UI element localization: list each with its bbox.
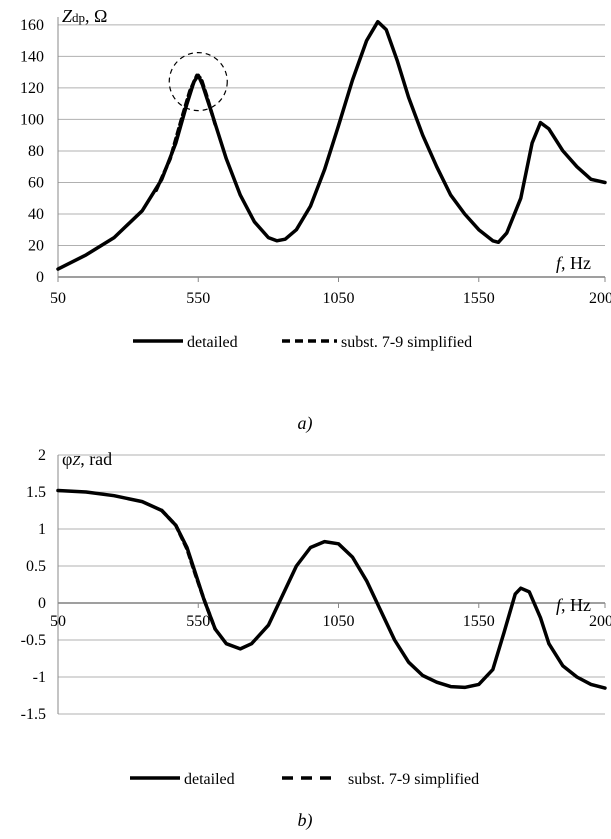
y-tick-label: 1 xyxy=(38,521,46,538)
chart-b-gridlines xyxy=(57,454,606,715)
y-tick-label: 1.5 xyxy=(26,484,46,501)
chart-a-x-axis-title: f, Hz xyxy=(556,253,591,273)
y-tick-label: -1 xyxy=(33,669,46,686)
y-tick-label: 20 xyxy=(28,237,44,254)
y-tick-label: 120 xyxy=(20,80,44,97)
y-tick-label: -1.5 xyxy=(21,706,46,723)
y-tick-label: 60 xyxy=(28,174,44,191)
series-detailed-line xyxy=(56,19,607,271)
y-tick-label: 160 xyxy=(20,17,44,34)
y-tick-label: 0 xyxy=(36,269,44,286)
chart-b-legend: detailed subst. 7-9 simplified xyxy=(130,771,479,788)
x-tick-label: 550 xyxy=(186,290,210,307)
chart-b-series xyxy=(56,488,607,690)
chart-a-legend: detailed subst. 7-9 simplified xyxy=(133,334,472,351)
y-tick-label: 0.5 xyxy=(26,558,46,575)
chart-a-y-axis-title: Zdp, Ω xyxy=(62,6,107,26)
y-tick-label: 0 xyxy=(38,595,46,612)
chart-b-legend-simplified-label: subst. 7-9 simplified xyxy=(348,771,479,788)
chart-a-series xyxy=(56,19,607,271)
y-tick-label: 80 xyxy=(28,143,44,160)
chart-a-y-tick-labels: 0 20 40 60 80 100 120 140 160 xyxy=(20,17,44,286)
series-simplified-line xyxy=(160,508,217,631)
y-tick-label: 100 xyxy=(20,111,44,128)
chart-a-legend-detailed-label: detailed xyxy=(187,334,238,351)
chart-b-y-tick-labels: 2 1.5 1 0.5 0 -0.5 -1 -1.5 xyxy=(21,447,46,723)
chart-b-legend-detailed-label: detailed xyxy=(184,771,235,788)
x-tick-label: 1050 xyxy=(323,290,355,307)
y-tick-label: 2 xyxy=(38,447,46,464)
chart-a-caption: a) xyxy=(298,413,313,434)
x-tick-label: 550 xyxy=(186,613,210,630)
series-simplified-line xyxy=(154,73,217,193)
chart-b-caption: b) xyxy=(298,810,313,831)
y-tick-label: 40 xyxy=(28,206,44,223)
chart-b-x-axis-title: f, Hz xyxy=(556,595,591,615)
chart-a-legend-simplified-label: subst. 7-9 simplified xyxy=(341,334,472,351)
y-tick-label: -0.5 xyxy=(21,632,46,649)
x-tick-label: 1050 xyxy=(323,613,355,630)
x-tick-label: 50 xyxy=(50,290,66,307)
x-tick-label: 1550 xyxy=(463,290,495,307)
x-tick-label: 50 xyxy=(50,613,66,630)
series-detailed-line xyxy=(56,488,607,690)
chart-a-annotation-circle xyxy=(168,52,228,112)
x-tick-label: 1550 xyxy=(463,613,495,630)
chart-b-y-axis-title: φZ, rad xyxy=(62,449,112,469)
y-tick-label: 140 xyxy=(20,48,44,65)
